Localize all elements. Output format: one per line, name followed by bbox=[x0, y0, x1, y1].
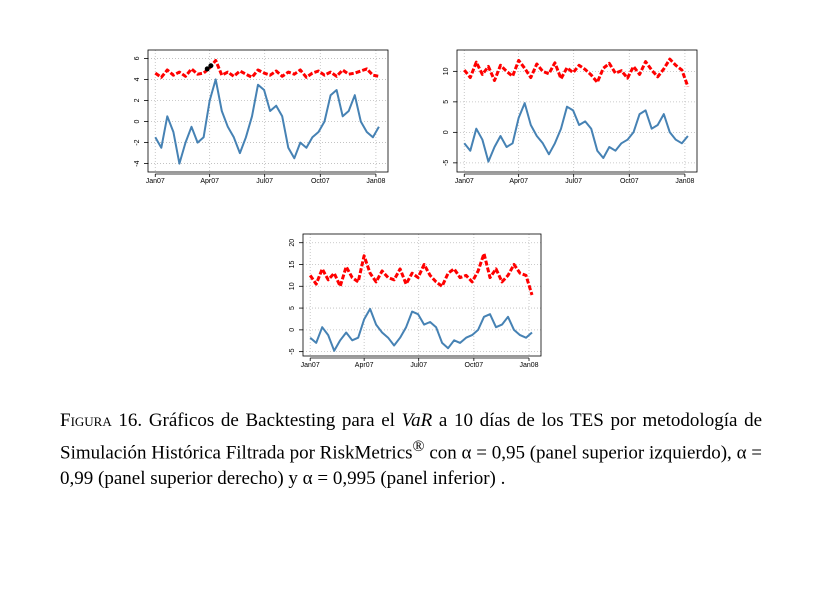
charts: -4 -2 0 2 4 6 Jan07 Apr07 Jul07 Oct07 Jan08 -5 0 5 10 J… bbox=[134, 49, 698, 369]
y-tick-label: 2 bbox=[134, 98, 141, 102]
var-line bbox=[154, 59, 380, 79]
x-tick-label: Apr07 bbox=[355, 362, 374, 369]
x-tick-label: Jul07 bbox=[410, 362, 427, 369]
x-tick-label: Apr07 bbox=[509, 178, 528, 185]
x-tick-label: Jan08 bbox=[675, 178, 694, 185]
x-tick-label: Apr07 bbox=[200, 178, 219, 185]
caption-text: VaR bbox=[401, 410, 433, 431]
y-tick-label: 10 bbox=[289, 282, 296, 290]
x-tick-label: Jan08 bbox=[519, 362, 538, 369]
y-tick-label: -5 bbox=[289, 348, 296, 354]
plot-frame bbox=[456, 49, 698, 173]
y-tick-label: 4 bbox=[134, 77, 141, 81]
return-line bbox=[154, 78, 380, 165]
y-tick-label: 10 bbox=[443, 67, 450, 75]
caption-text: con α = 0,95 (panel superior izquierdo),… bbox=[60, 442, 762, 490]
var-line bbox=[308, 252, 534, 296]
exceedance bbox=[204, 66, 210, 72]
y-tick-label: 5 bbox=[443, 100, 450, 104]
exceedance bbox=[208, 63, 214, 69]
y-tick-label: 0 bbox=[134, 119, 141, 123]
caption: Figura 16. Gráficos de Backtesting para … bbox=[60, 408, 762, 492]
x-tick-label: Jul07 bbox=[256, 178, 273, 185]
x-tick-label: Oct07 bbox=[620, 178, 639, 185]
x-tick-label: Jan07 bbox=[301, 362, 320, 369]
x-tick-label: Jan07 bbox=[146, 178, 165, 185]
x-tick-label: Jan08 bbox=[366, 178, 385, 185]
y-tick-label: -4 bbox=[134, 160, 141, 166]
plot-frame bbox=[302, 233, 542, 357]
y-tick-label: 0 bbox=[289, 328, 296, 332]
y-tick-label: -5 bbox=[443, 160, 450, 166]
x-tick-label: Jan07 bbox=[455, 178, 474, 185]
x-tick-label: Jul07 bbox=[565, 178, 582, 185]
plot-frame bbox=[147, 49, 389, 173]
caption-text: a 10 días de los TES por metodología de … bbox=[60, 410, 763, 464]
y-tick-label: 0 bbox=[443, 130, 450, 134]
y-tick-label: 15 bbox=[289, 261, 296, 269]
x-tick-label: Oct07 bbox=[311, 178, 330, 185]
caption-text: ® bbox=[412, 438, 425, 455]
var-line bbox=[463, 57, 690, 88]
return-line bbox=[463, 102, 689, 163]
y-tick-label: 6 bbox=[134, 56, 141, 60]
y-tick-label: -2 bbox=[134, 139, 141, 145]
y-tick-label: 20 bbox=[289, 239, 296, 247]
figure-label: Figura 16. bbox=[60, 410, 143, 431]
x-tick-label: Oct07 bbox=[465, 362, 484, 369]
return-line bbox=[309, 307, 533, 352]
caption-text: Gráficos de Backtesting para el bbox=[148, 410, 395, 431]
y-tick-label: 5 bbox=[289, 306, 296, 310]
